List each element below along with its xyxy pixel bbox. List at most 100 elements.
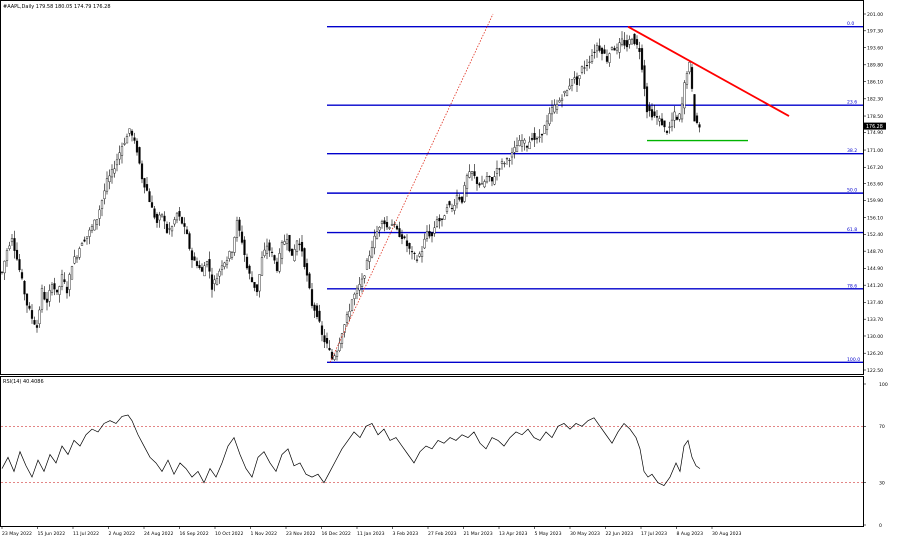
candle-body [438,217,441,222]
candle-body [480,183,484,185]
date-tick-label: 2 Aug 2022 [109,531,136,537]
rsi-tick-label: 70 [879,424,885,430]
candle-body [598,45,601,51]
candle-body [355,287,359,294]
current-price-marker: 176.28 [864,122,886,130]
candle-body [283,241,286,245]
date-tick-label: 21 Mar 2023 [464,531,493,537]
candle-body [580,66,584,73]
candle-body [528,141,531,150]
candle-body [265,245,269,254]
candle-body [518,140,521,146]
candle-body [538,136,541,138]
candle-body [95,219,99,225]
candle-body [143,178,146,188]
price-tick-label: 152.40 [867,232,883,238]
candle-body [453,205,456,211]
candle-body [65,286,69,294]
fib-level-label: 38.2 [847,148,857,154]
candle-body [385,222,389,228]
price-tick-label: 201.00 [867,12,883,18]
candle-body [573,77,576,80]
date-tick-label: 10 Oct 2022 [215,531,243,537]
candle-body [213,279,216,284]
candle-body [248,265,251,274]
candle-body [315,305,319,317]
candle-body [110,169,114,178]
candle-body [170,226,174,232]
price-tick-label: 122.50 [867,368,883,374]
candle-body [155,214,159,223]
candle-body [325,338,329,344]
fib-level-label: 23.6 [847,100,857,106]
candle-body [135,140,139,153]
candle-body [73,256,76,264]
date-tick-label: 8 Aug 2023 [677,531,704,537]
candle-body [498,168,501,170]
candle-body [145,184,149,191]
candle-body [400,234,404,240]
date-tick-label: 16 Sep 2022 [180,531,209,537]
candle-body [275,261,279,271]
candle-body [43,292,46,300]
candle-body [298,243,301,246]
candle-body [690,67,694,89]
candle-body [688,61,691,73]
candle-body [30,310,34,319]
price-tick-label: 178.50 [867,114,883,120]
candle-body [638,48,641,52]
candle-body [675,116,679,120]
candle-body [635,39,639,45]
candle-body [455,194,459,205]
candle-body [663,120,666,128]
candle-body [560,98,564,101]
fib-level-label: 50.0 [847,188,857,194]
candle-body [208,259,211,272]
candle-body [223,262,226,267]
candle-body [55,289,59,293]
date-tick-label: 1 Nov 2022 [251,531,278,537]
fib-level-label: 61.8 [847,227,857,233]
candle-body [13,238,16,251]
rsi-title: RSI(14) 40.4086 [3,379,44,385]
candle-body [268,242,271,251]
candle-body [273,255,276,261]
candle-body [588,61,591,63]
candle-body [15,249,19,260]
candle-body [58,286,61,295]
candle-body [695,115,699,123]
price-tick-label: 130.00 [867,334,883,340]
candle-body [460,196,464,203]
current-price-label: 176.28 [866,124,883,130]
candle-body [600,47,604,54]
candle-body [650,109,654,118]
price-tick-label: 137.40 [867,300,883,306]
candle-body [358,284,361,291]
candle-body [445,207,449,212]
candle-body [383,220,386,225]
candle-body [113,168,116,174]
time-axis: 23 May 2022 15 Jun 2022 11 Jul 2022 2 Aug 2… [1,526,742,537]
main-pane-border [0,0,864,375]
candle-body [235,220,239,238]
candle-body [103,190,106,200]
candle-body [540,133,544,136]
candle-body [370,247,374,258]
candle-body [448,201,451,206]
candle-body [25,293,29,306]
candle-body [450,207,454,209]
candle-body [350,299,354,311]
candle-body [5,250,9,261]
candle-body [653,111,656,116]
candle-body [425,231,429,239]
candle-body [535,138,539,140]
candle-body [505,158,509,160]
candle-body [620,38,624,45]
date-tick-label: 30 Aug 2023 [712,531,742,537]
candle-body [45,298,49,303]
candle-body [63,279,66,283]
candle-body [108,175,111,183]
candle-body [200,267,204,272]
date-tick-label: 30 May 2023 [570,531,600,537]
candle-body [130,130,134,136]
